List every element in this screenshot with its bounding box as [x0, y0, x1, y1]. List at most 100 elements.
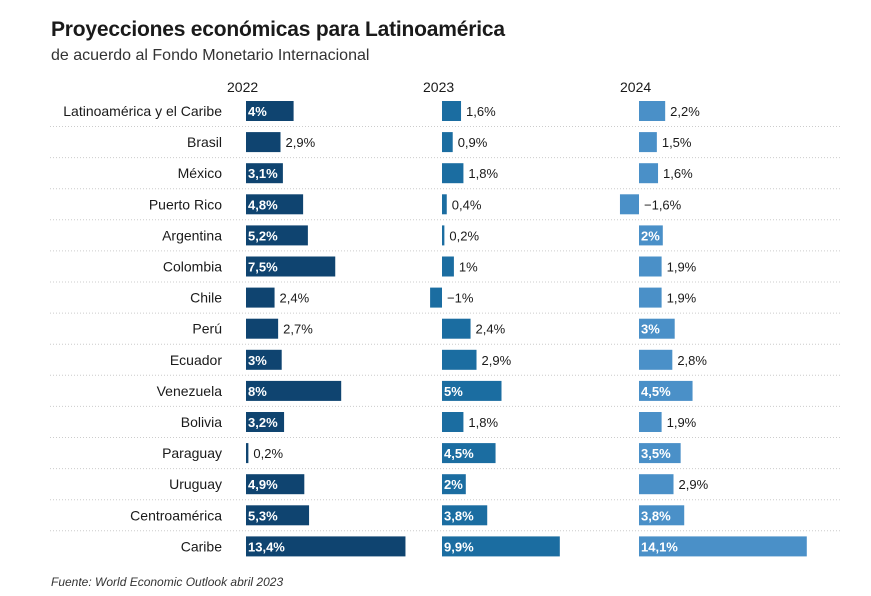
bar-2023-9	[442, 380, 502, 401]
category-label: Venezuela	[157, 383, 223, 399]
value-label: 1,9%	[667, 291, 697, 306]
value-label: 8%	[248, 384, 267, 399]
value-label: 0,2%	[449, 228, 479, 243]
value-label: 3%	[248, 353, 267, 368]
bar-2023-0	[442, 101, 462, 121]
bar-2023-6	[430, 287, 442, 308]
bar-2022-5	[246, 256, 336, 277]
value-label: 2%	[641, 228, 660, 243]
value-label: −1,6%	[644, 197, 682, 212]
bar-2024-13	[639, 505, 685, 526]
value-label: 2,9%	[482, 353, 512, 368]
category-label: Caribe	[181, 538, 222, 554]
chart-title: Proyecciones económicas para Latinoaméri…	[51, 18, 505, 41]
category-label: Chile	[190, 290, 222, 306]
bar-2023-5	[442, 256, 454, 277]
category-label: Centroamérica	[130, 507, 222, 523]
value-label: 13,4%	[248, 539, 285, 554]
value-label: 2,8%	[677, 353, 707, 368]
value-label: 3%	[641, 322, 660, 337]
value-label: 1,8%	[468, 166, 498, 181]
bar-2023-10	[442, 412, 464, 432]
value-label: 2,7%	[283, 322, 313, 337]
value-label: 1,9%	[667, 260, 697, 275]
value-label: 5%	[444, 384, 463, 399]
year-header-0: 2022	[227, 79, 258, 95]
value-label: 0,2%	[253, 446, 283, 461]
bar-2023-13	[442, 505, 488, 526]
value-label: 1,6%	[466, 104, 496, 119]
value-label: 2,4%	[280, 291, 310, 306]
bar-2022-10	[246, 412, 285, 432]
bar-2022-9	[246, 380, 342, 401]
value-label: 9,9%	[444, 539, 474, 554]
category-label: Paraguay	[162, 445, 222, 461]
value-label: 4,8%	[248, 197, 278, 212]
value-label: 4,5%	[444, 446, 474, 461]
category-label: Uruguay	[169, 476, 222, 492]
value-label: 3,1%	[248, 166, 278, 181]
bar-2022-8	[246, 349, 282, 370]
value-label: 2,9%	[286, 135, 316, 150]
category-label: Ecuador	[170, 352, 222, 368]
bar-2024-3	[619, 194, 639, 215]
bar-2022-12	[246, 474, 305, 495]
bar-2024-0	[639, 101, 666, 121]
bar-2024-7	[639, 318, 675, 339]
bar-2024-1	[639, 132, 657, 153]
value-label: 3,8%	[444, 508, 474, 523]
bar-2023-2	[442, 163, 464, 184]
value-label: 3,5%	[641, 446, 671, 461]
value-label: 2,4%	[476, 322, 506, 337]
bar-2024-12	[639, 474, 674, 495]
bar-2023-7	[442, 318, 471, 339]
category-label: Brasil	[187, 134, 222, 150]
category-label: Bolivia	[181, 414, 222, 430]
chart-subtitle: de acuerdo al Fondo Monetario Internacio…	[51, 47, 370, 64]
year-header-1: 2023	[423, 79, 454, 95]
bar-2022-11	[246, 443, 249, 464]
value-label: 5,2%	[248, 228, 278, 243]
value-label: 4%	[248, 104, 267, 119]
bar-2024-2	[639, 163, 659, 184]
value-label: 3,2%	[248, 415, 278, 430]
bar-2023-11	[442, 443, 496, 464]
value-label: 3,8%	[641, 508, 671, 523]
value-label: 1,8%	[468, 415, 498, 430]
value-label: 2,9%	[679, 477, 709, 492]
value-label: 1,9%	[667, 415, 697, 430]
value-label: 2,2%	[670, 104, 700, 119]
source-note: Fuente: World Economic Outlook abril 202…	[51, 575, 284, 589]
bar-2022-13	[246, 505, 310, 526]
value-label: 2%	[444, 477, 463, 492]
value-label: 7,5%	[248, 260, 278, 275]
bar-2024-9	[639, 380, 693, 401]
category-label: Colombia	[163, 259, 222, 275]
bar-2022-14	[246, 536, 406, 557]
value-label: 4,5%	[641, 384, 671, 399]
bar-2024-14	[639, 536, 807, 557]
bar-2023-4	[442, 225, 445, 246]
bar-2022-7	[246, 318, 279, 339]
value-label: 4,9%	[248, 477, 278, 492]
year-header-2: 2024	[620, 79, 651, 95]
bar-2024-4	[639, 225, 663, 246]
category-label: Puerto Rico	[149, 196, 222, 212]
bar-2022-0	[246, 101, 294, 121]
bar-2023-3	[442, 194, 447, 215]
bar-2023-14	[442, 536, 560, 557]
bar-2024-8	[639, 349, 673, 370]
value-label: 1,6%	[663, 166, 693, 181]
value-label: 0,4%	[452, 197, 482, 212]
bar-2023-8	[442, 349, 477, 370]
bar-2022-1	[246, 132, 281, 153]
bar-2022-3	[246, 194, 304, 215]
bar-2022-2	[246, 163, 283, 184]
bar-2024-6	[639, 287, 662, 308]
value-label: 5,3%	[248, 508, 278, 523]
value-label: −1%	[447, 291, 474, 306]
bar-2023-1	[442, 132, 453, 153]
category-label: México	[178, 165, 223, 181]
value-label: 14,1%	[641, 539, 678, 554]
